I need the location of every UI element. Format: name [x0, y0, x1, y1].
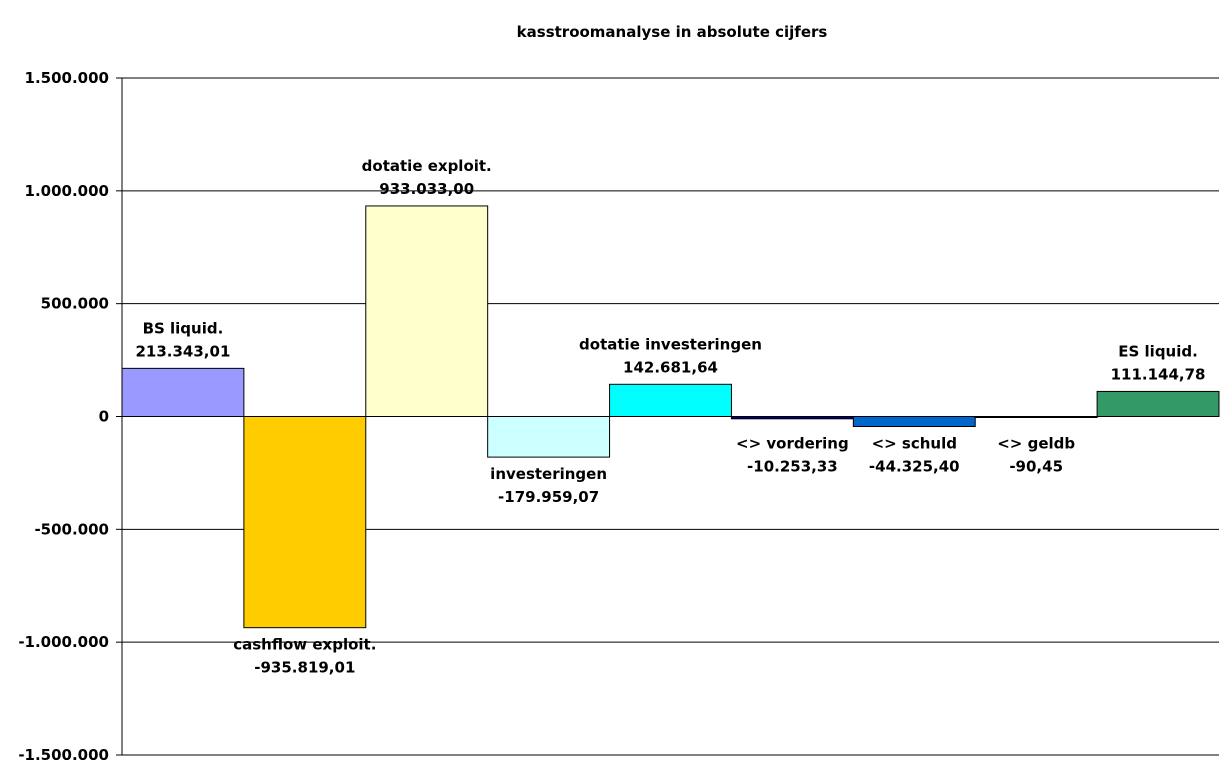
y-tick-label: -1.500.000 — [18, 746, 109, 764]
data-label-value: -935.819,01 — [254, 659, 355, 677]
data-label-value: -179.959,07 — [498, 488, 599, 506]
data-label-value: 142.681,64 — [623, 358, 718, 376]
data-label-name: <> vordering — [736, 435, 849, 453]
data-label-name: <> schuld — [872, 435, 957, 453]
data-label-name: <> geldb — [997, 435, 1075, 453]
bar — [974, 416, 1098, 418]
bar — [609, 383, 732, 418]
y-tick-label: 1.000.000 — [25, 182, 109, 200]
y-tick-label: 500.000 — [41, 295, 109, 313]
bar — [243, 416, 367, 629]
y-tick-label: 0 — [99, 408, 109, 426]
y-axis: 1.500.000 1.000.000 500.000 0 -500.000 -1.000… — [18, 69, 1219, 764]
data-label-name: BS liquid. — [143, 319, 224, 337]
y-tick-label: -500.000 — [34, 520, 109, 538]
data-label-value: -90,45 — [1009, 458, 1063, 476]
chart-title: kasstroomanalyse in absolute cijfers — [517, 23, 828, 41]
data-label-value: 111.144,78 — [1111, 365, 1206, 383]
data-label-name: dotatie exploit. — [362, 157, 492, 175]
data-label-value: 933.033,00 — [379, 180, 474, 198]
bar — [121, 367, 245, 417]
data-labels: BS liquid. 213.343,01 cashflow exploit. -93… — [135, 157, 1205, 677]
data-label-name: cashflow exploit. — [233, 636, 376, 654]
data-label-value: -10.253,33 — [747, 458, 838, 476]
bar — [365, 205, 489, 417]
bars — [121, 205, 1220, 629]
data-label-name: ES liquid. — [1118, 342, 1198, 360]
data-label-name: investeringen — [490, 465, 607, 483]
bar — [1096, 390, 1220, 418]
data-label-value: 213.343,01 — [135, 342, 230, 360]
y-tick-label: -1.000.000 — [18, 633, 109, 651]
y-tick-label: 1.500.000 — [25, 69, 109, 87]
bar — [487, 416, 611, 458]
data-label-name: dotatie investeringen — [579, 335, 762, 353]
bar — [730, 416, 854, 420]
data-label-value: -44.325,40 — [869, 458, 960, 476]
bar — [852, 416, 976, 428]
